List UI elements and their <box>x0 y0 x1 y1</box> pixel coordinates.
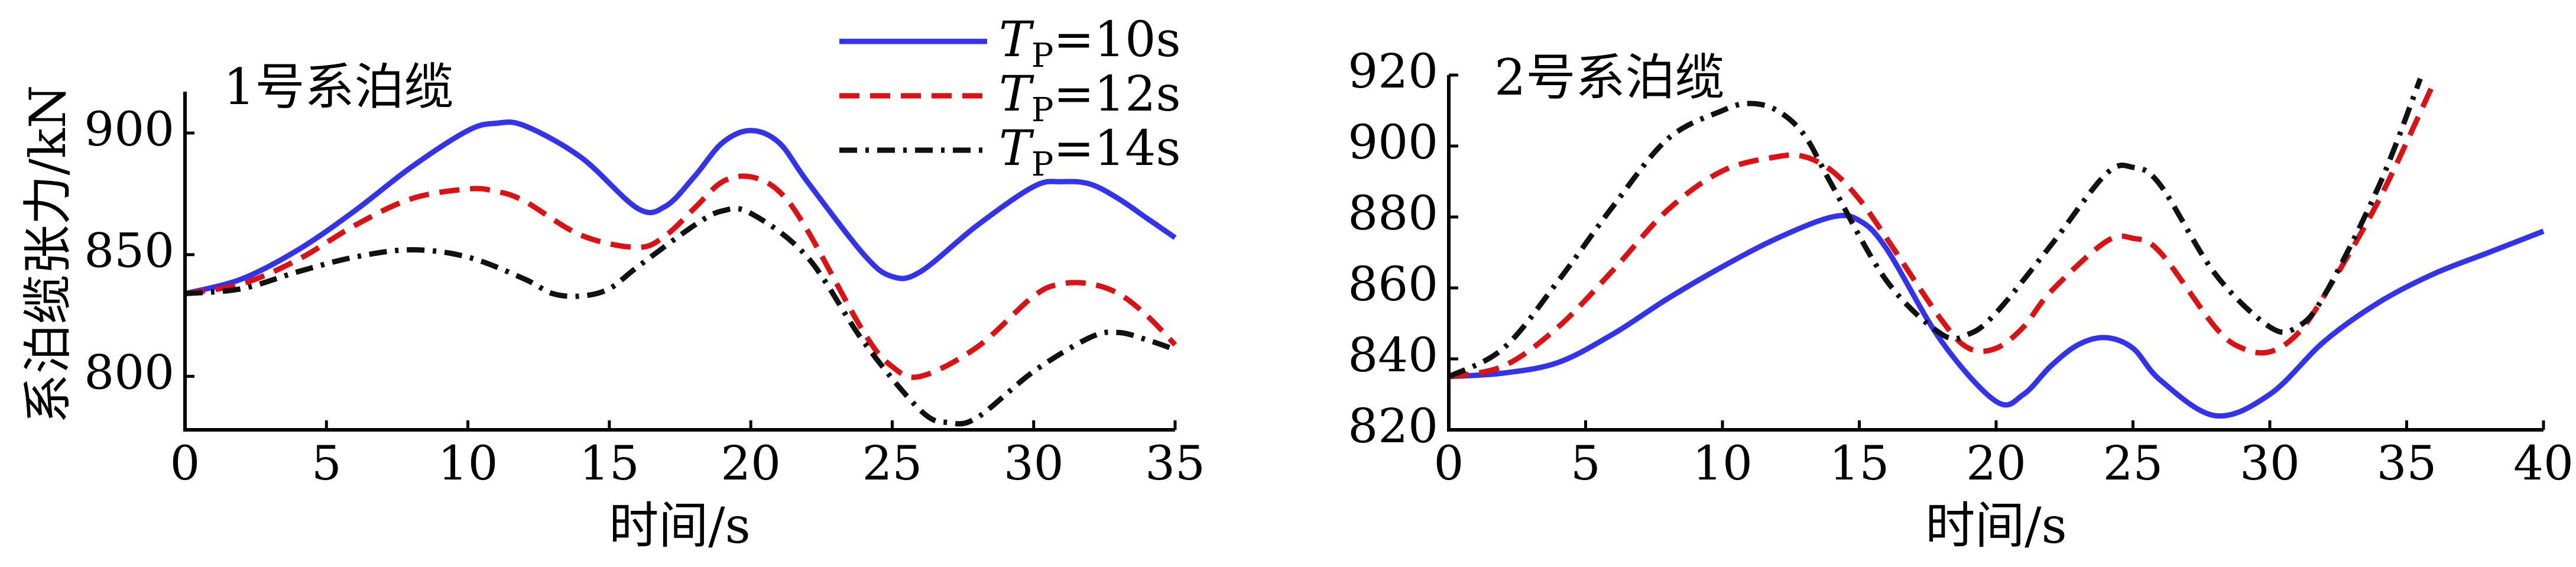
panel-1-x-tick-label: 0 <box>170 436 200 491</box>
legend-label-tp14: TP=14s <box>999 121 1181 184</box>
panel-2-title: 2号系泊缆 <box>1494 48 1724 106</box>
legend: TP=10s TP=12s TP=14s <box>839 12 1181 184</box>
panel-1-y-tick-label: 900 <box>84 102 174 157</box>
panel-1-series-tp12 <box>184 173 1177 380</box>
panel-2-y-tick-label: 840 <box>1348 328 1438 383</box>
panel-2-y-tick-label: 920 <box>1348 44 1438 99</box>
panel-1-x-tick-label: 20 <box>721 436 781 491</box>
panel-2-series-tp14 <box>1447 77 2423 380</box>
panel-2-x-axis-title: 时间/s <box>1925 497 2066 555</box>
panel-2-ticks: 0 5 10 15 20 25 30 35 40 820 840 860 880 900 920 <box>1348 44 2574 491</box>
legend-entry-tp14: TP=14s <box>839 121 1181 184</box>
panel-2-x-tick-label: 40 <box>2513 436 2574 491</box>
panel-1-series-tp14 <box>184 206 1176 427</box>
panel-2-y-tick-label: 880 <box>1348 186 1438 241</box>
legend-label-tp10: TP=10s <box>999 12 1181 75</box>
panel-2-series <box>1447 77 2545 419</box>
panel-1-x-tick-label: 10 <box>438 436 498 491</box>
panel-2-x-tick-label: 15 <box>1829 436 1890 491</box>
panel-1-series <box>184 119 1177 427</box>
panel-2-x-tick-label: 0 <box>1434 436 1464 491</box>
panel-1-y-tick-label: 800 <box>84 345 174 400</box>
panel-2-y-tick-label: 900 <box>1348 115 1438 170</box>
y-axis-title: 系泊缆张力/kN <box>19 85 77 424</box>
panel-1-x-tick-label: 15 <box>579 436 640 491</box>
panel-2-y-tick-label: 860 <box>1348 257 1438 312</box>
panel-1-x-tick-label: 35 <box>1145 436 1205 491</box>
panel-2-y-tick-label: 820 <box>1348 398 1438 453</box>
panel-1-x-tick-label: 30 <box>1004 436 1064 491</box>
panel-1-title: 1号系泊缆 <box>223 58 453 116</box>
panel-2-x-tick-label: 5 <box>1571 436 1601 491</box>
panel-2-x-tick-label: 10 <box>1692 436 1753 491</box>
legend-entry-tp10: TP=10s <box>839 12 1181 75</box>
panel-2-x-tick-label: 30 <box>2240 436 2300 491</box>
panel-mooring-2: 0 5 10 15 20 25 30 35 40 820 840 860 880 900 920 2号系泊缆… <box>1348 44 2574 555</box>
panel-1-y-tick-label: 850 <box>84 223 174 278</box>
panel-mooring-1: 0 5 10 15 20 25 30 35 800 850 900 1号系泊缆 时间/s <box>84 58 1205 555</box>
panel-2-axes <box>1447 75 2543 432</box>
panel-2-series-tp10 <box>1448 212 2545 419</box>
panel-1-x-tick-label: 5 <box>312 436 342 491</box>
panel-1-ticks: 0 5 10 15 20 25 30 35 800 850 900 <box>84 102 1205 491</box>
panel-2-x-tick-label: 25 <box>2103 436 2163 491</box>
panel-1-series-tp10 <box>184 119 1177 296</box>
panel-2-x-tick-label: 20 <box>1966 436 2026 491</box>
legend-entry-tp12: TP=12s <box>839 66 1181 129</box>
panel-1-x-tick-label: 25 <box>862 436 923 491</box>
panel-2-x-tick-label: 35 <box>2377 436 2437 491</box>
legend-label-tp12: TP=12s <box>999 66 1181 129</box>
panel-1-x-axis-title: 时间/s <box>609 497 750 555</box>
